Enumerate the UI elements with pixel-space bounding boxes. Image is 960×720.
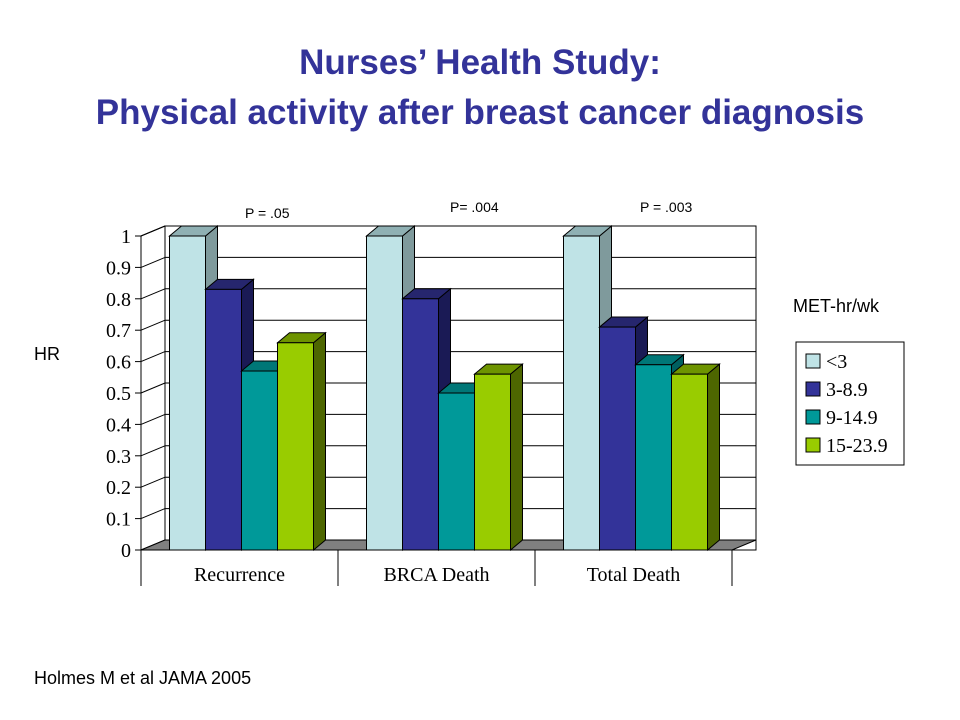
bar-front (563, 235, 600, 551)
y-tick-label: 0.3 (106, 446, 131, 468)
legend-entry: <3 (826, 351, 847, 373)
legend-entry: 9-14.9 (826, 407, 878, 429)
y-tick-label: 0.6 (106, 352, 131, 374)
legend-entry: 3-8.9 (826, 379, 868, 401)
p-value-recurrence: P = .05 (245, 205, 290, 221)
gridline-side (140, 256, 166, 268)
x-category-label: Recurrence (194, 564, 285, 586)
bar-front (241, 370, 278, 551)
y-tick-label: 0.7 (106, 320, 131, 342)
y-axis-top-edge (140, 225, 166, 237)
bar-side (707, 363, 720, 552)
y-tick-label: 1 (121, 226, 131, 248)
legend-swatch (805, 437, 821, 453)
bar-front (277, 342, 314, 551)
bar-front (635, 364, 672, 551)
gridline-side (140, 413, 166, 425)
x-category-label: Total Death (587, 564, 681, 586)
gridline-side (140, 382, 166, 394)
legend-title: MET-hr/wk (793, 296, 880, 316)
bar-front (366, 235, 403, 551)
bar-side (313, 331, 326, 552)
bar (276, 331, 327, 552)
bar (670, 363, 721, 552)
y-tick-label: 0.5 (106, 383, 131, 405)
gridline-side (140, 319, 166, 331)
legend: <3 3-8.9 9-14.9 15-23.9 (795, 341, 905, 466)
p-value-total-death: P = .003 (640, 199, 693, 215)
legend-swatch (805, 353, 821, 369)
bar-front (169, 235, 206, 551)
p-value-brca-death: P= .004 (450, 199, 499, 215)
bar-front (205, 288, 242, 551)
y-tick-label: 0.1 (106, 509, 131, 531)
y-tick-label: 0.9 (106, 257, 131, 279)
y-axis-label: HR (34, 344, 60, 364)
bar-front (402, 298, 439, 551)
gridline-side (140, 476, 166, 488)
y-tick-label: 0.8 (106, 289, 131, 311)
bar-front (599, 326, 636, 551)
legend-swatch (805, 409, 821, 425)
gridline-side (140, 445, 166, 457)
page-subtitle: Physical activity after breast cancer di… (95, 93, 865, 132)
plot-area: 0 0.1 0.2 0.3 0.4 0.5 0.6 0.7 0.8 0.9 1 Recurrence B… (106, 224, 757, 586)
citation: Holmes M et al JAMA 2005 (34, 668, 252, 688)
gridline-side (140, 351, 166, 363)
gridline-side (140, 288, 166, 300)
legend-entry: 15-23.9 (826, 435, 888, 457)
y-tick-label: 0.2 (106, 477, 131, 499)
bar-front (438, 392, 475, 551)
gridline-side (140, 508, 166, 520)
bar-front (671, 373, 708, 551)
y-tick-label: 0.4 (106, 414, 131, 436)
bar-front (474, 373, 511, 551)
legend-swatch (805, 381, 821, 397)
bar-side (510, 363, 523, 552)
y-tick-label: 0 (121, 540, 131, 562)
bar (473, 363, 524, 552)
page-title: Nurses’ Health Study: (299, 43, 661, 82)
x-category-label: BRCA Death (383, 564, 489, 586)
